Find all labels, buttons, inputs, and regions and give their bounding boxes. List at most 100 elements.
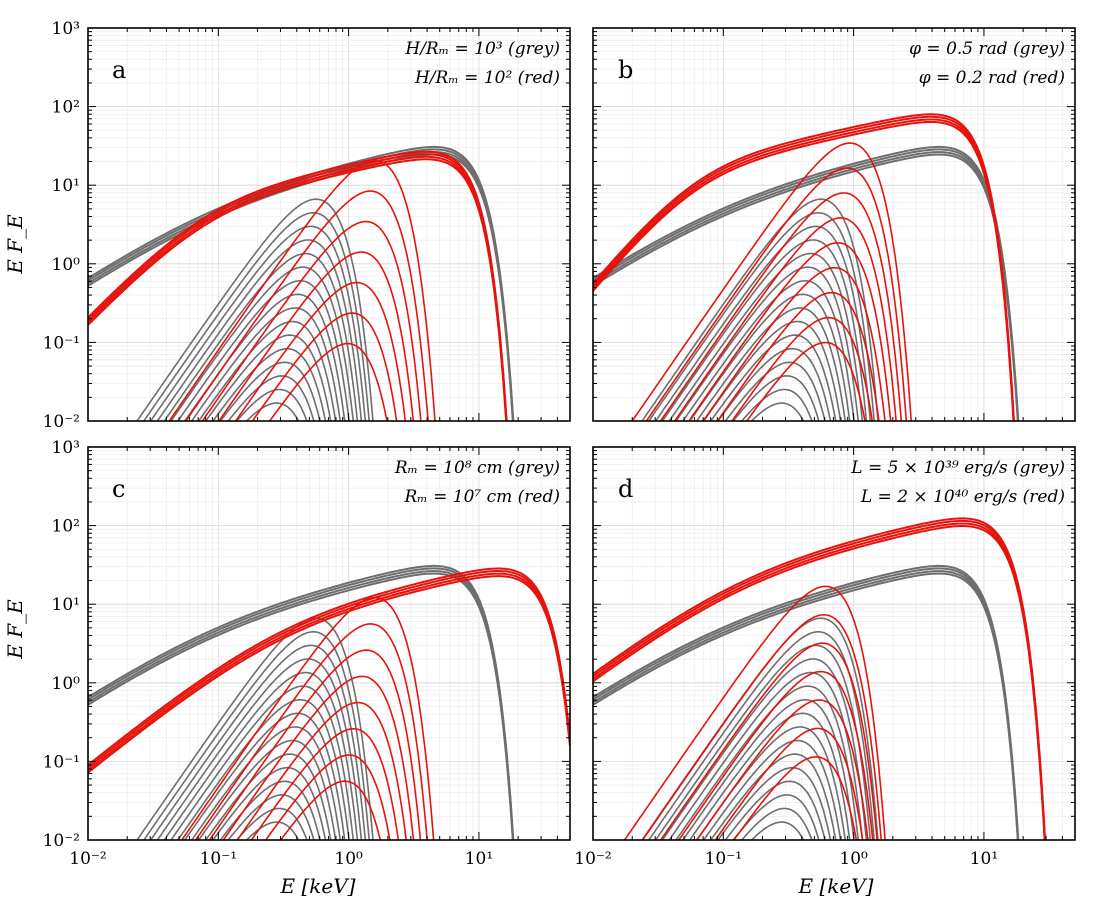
series-grey-component-line (142, 631, 370, 840)
series-grey-component-line (668, 671, 864, 840)
series-red-total-line (593, 517, 1047, 840)
panel-frame (592, 27, 1076, 422)
series-red-component-line (641, 614, 882, 840)
legend-entry: H/Rₘ = 10³ (grey) (404, 39, 560, 59)
series-grey-component-line (212, 347, 327, 421)
y-tick-label: 10⁻² (43, 412, 80, 432)
series-grey-component-line (661, 658, 868, 840)
series-grey-component-line (163, 252, 359, 421)
series-grey-component-line (717, 766, 832, 840)
series-grey-component-line (717, 347, 832, 421)
series-red (593, 113, 1015, 421)
panel-letter: d (618, 475, 633, 503)
series-grey-component-line (681, 699, 855, 840)
series-grey-component-line (647, 212, 875, 421)
series-grey-component-line (163, 671, 359, 840)
x-tick-label: 10⁰ (839, 849, 868, 869)
series-red-component-line (731, 316, 874, 421)
series-grey-component-line (709, 753, 837, 840)
series-grey-component-line (740, 807, 813, 840)
series-grey-component-line (156, 658, 363, 840)
series-red-total-line (88, 567, 570, 766)
series-grey-component-line (212, 766, 327, 840)
series-grey-component-line (190, 307, 342, 421)
grid (592, 447, 1076, 840)
series-red-component-line (250, 728, 400, 840)
legend-entry: Rₘ = 10⁸ cm (grey) (394, 458, 560, 478)
series-grey-component-line (702, 739, 842, 840)
series-red-component-line (251, 312, 398, 421)
series-grey-component-line (681, 280, 855, 421)
series-grey-component-line (156, 239, 363, 421)
legend-entry: φ = 0.5 rad (grey) (909, 39, 1065, 59)
series-red-component-line (745, 341, 866, 421)
curves (593, 113, 1020, 421)
series-grey-component-line (204, 753, 332, 840)
curves (88, 564, 570, 840)
panel-letter: a (112, 56, 126, 84)
legend-entry: Rₘ = 10⁷ cm (red) (403, 487, 560, 507)
series-red-component-line (268, 342, 388, 421)
y-tick-label: 10¹ (52, 595, 80, 615)
series-grey-total-line (88, 572, 514, 840)
y-tick-label: 10³ (52, 438, 80, 458)
series-red (88, 150, 508, 421)
series-grey-component-line (190, 726, 342, 840)
x-tick-label: 10⁰ (334, 849, 363, 869)
series-red-total-line (88, 158, 508, 421)
y-axis-label-top: E F_E (3, 214, 27, 275)
series-red-component-line (222, 675, 415, 840)
series-red (88, 567, 570, 840)
legend-entry: L = 2 × 10⁴⁰ erg/s (red) (860, 487, 1065, 507)
panel-c: 10⁻² 10⁻¹ 10⁰ 10¹ 10² 10³ 10⁻² 10⁻¹ 10⁰ 10¹ c Rₘ = … (43, 438, 571, 869)
series-grey-component-line (647, 631, 875, 840)
series-red-component-line (236, 701, 408, 840)
series-red-component-line (234, 281, 407, 421)
ticks (87, 447, 571, 841)
series-grey-total-line (593, 572, 1019, 840)
series-red-component-line (716, 291, 880, 421)
series-red-total-line (593, 120, 1015, 421)
panel-letter: c (112, 475, 125, 503)
series-red-total-line (88, 575, 570, 774)
panel-frame (87, 27, 571, 422)
y-tick-label: 10⁻² (43, 831, 80, 851)
series-grey-component-line (702, 320, 842, 421)
series-red-component-line (264, 754, 391, 840)
series-grey-component-line (197, 739, 337, 840)
legend-entry: φ = 0.2 rad (red) (919, 68, 1065, 88)
series-grey-component-line (709, 334, 837, 421)
series-grey-component-line (675, 266, 860, 421)
y-tick-label: 10² (52, 517, 80, 537)
ticks (592, 28, 1076, 422)
y-tick-label: 10² (52, 98, 80, 118)
panel-frame (87, 446, 571, 841)
curves (593, 517, 1047, 840)
series-red-component-line (218, 251, 415, 421)
series-grey-component-line (170, 266, 355, 421)
series-grey-component-line (136, 198, 374, 421)
series-grey-component-line (149, 225, 367, 421)
series-grey-component-line (668, 252, 864, 421)
y-tick-label: 10⁰ (52, 674, 81, 694)
series-red-component-line (180, 596, 435, 840)
series-red-component-line (696, 699, 869, 840)
series-grey-component-line (654, 225, 872, 421)
x-axis-label-left: E [keV] (280, 874, 356, 898)
panel-letter: b (618, 56, 633, 84)
panel-frame (592, 446, 1076, 841)
series-red-component-line (659, 192, 903, 421)
series-grey-component-line (183, 712, 346, 840)
series-grey-component-line (654, 644, 872, 840)
x-tick-label: 10¹ (465, 849, 493, 869)
series-red-total-line (88, 572, 570, 771)
y-tick-label: 10³ (52, 19, 80, 39)
series-red-total-line (593, 519, 1046, 840)
panel-a: 10⁻² 10⁻¹ 10⁰ 10¹ 10² 10³ a H/Rₘ = 10³ (grey) H/… (43, 19, 571, 432)
x-tick-label: 10¹ (970, 849, 998, 869)
series-red-component-line (677, 670, 874, 840)
series-red-component-line (687, 241, 892, 421)
y-tick-label: 10⁻¹ (43, 752, 80, 772)
series-grey-component-line (661, 239, 868, 421)
series-red (593, 517, 1047, 840)
